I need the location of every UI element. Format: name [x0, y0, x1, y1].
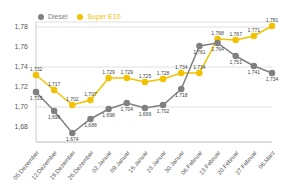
svg-text:09.Januar: 09.Januar	[109, 149, 131, 174]
svg-text:1,702: 1,702	[66, 96, 79, 102]
svg-text:05.Dezember: 05.Dezember	[12, 149, 40, 181]
svg-text:1,771: 1,771	[248, 27, 261, 33]
svg-text:1,761: 1,761	[193, 49, 206, 55]
svg-text:02.Januar: 02.Januar	[90, 149, 113, 174]
svg-text:1,717: 1,717	[48, 81, 61, 87]
svg-text:1,674: 1,674	[66, 136, 79, 142]
svg-text:1,74: 1,74	[14, 63, 28, 70]
svg-text:06.März: 06.März	[257, 150, 276, 170]
svg-text:1,728: 1,728	[157, 70, 170, 76]
svg-text:20.Februar: 20.Februar	[216, 149, 240, 176]
svg-text:1,696: 1,696	[48, 114, 61, 120]
svg-text:1,70: 1,70	[14, 103, 28, 110]
svg-text:1,688: 1,688	[84, 122, 97, 128]
svg-text:30.Januar: 30.Januar	[163, 149, 186, 174]
svg-text:1,768: 1,768	[211, 30, 224, 36]
html-text:Diesel: Diesel	[48, 13, 68, 20]
svg-text:1,698: 1,698	[102, 112, 115, 118]
svg-text:1,715: 1,715	[30, 95, 43, 101]
svg-text:1,718: 1,718	[175, 92, 188, 98]
svg-text:1,76: 1,76	[14, 43, 28, 50]
svg-text:1,707: 1,707	[84, 91, 97, 97]
html-text:Super E10: Super E10	[87, 13, 121, 20]
svg-text:1,725: 1,725	[139, 73, 152, 79]
svg-text:26.Dezember: 26.Dezember	[67, 150, 95, 181]
svg-text:1,734: 1,734	[175, 64, 188, 70]
svg-text:1,729: 1,729	[102, 69, 115, 75]
svg-text:1,72: 1,72	[14, 83, 28, 90]
svg-text:12.Dezember: 12.Dezember	[30, 149, 59, 181]
svg-text:23.Januar: 23.Januar	[145, 149, 168, 174]
svg-text:1,741: 1,741	[248, 69, 261, 75]
svg-text:1,729: 1,729	[121, 69, 134, 75]
svg-text:1,734: 1,734	[266, 76, 279, 82]
svg-text:16.Januar: 16.Januar	[127, 149, 149, 174]
svg-text:1,764: 1,764	[211, 46, 224, 52]
svg-text:1,767: 1,767	[229, 31, 242, 37]
svg-text:1,781: 1,781	[266, 17, 279, 23]
svg-text:1,68: 1,68	[14, 123, 28, 130]
svg-text:1,734: 1,734	[193, 64, 206, 70]
svg-text:06.Februar: 06.Februar	[179, 149, 204, 176]
svg-text:1,702: 1,702	[157, 108, 170, 114]
svg-text:1,78: 1,78	[14, 23, 28, 30]
svg-text:1,751: 1,751	[229, 59, 242, 65]
svg-text:27.Februar: 27.Februar	[234, 150, 257, 176]
svg-text:1,704: 1,704	[121, 106, 134, 112]
svg-text:19.Dezember: 19.Dezember	[48, 149, 77, 181]
svg-text:1,699: 1,699	[139, 111, 152, 117]
svg-text:1,732: 1,732	[30, 66, 43, 72]
svg-text:13.Februar: 13.Februar	[198, 149, 222, 176]
